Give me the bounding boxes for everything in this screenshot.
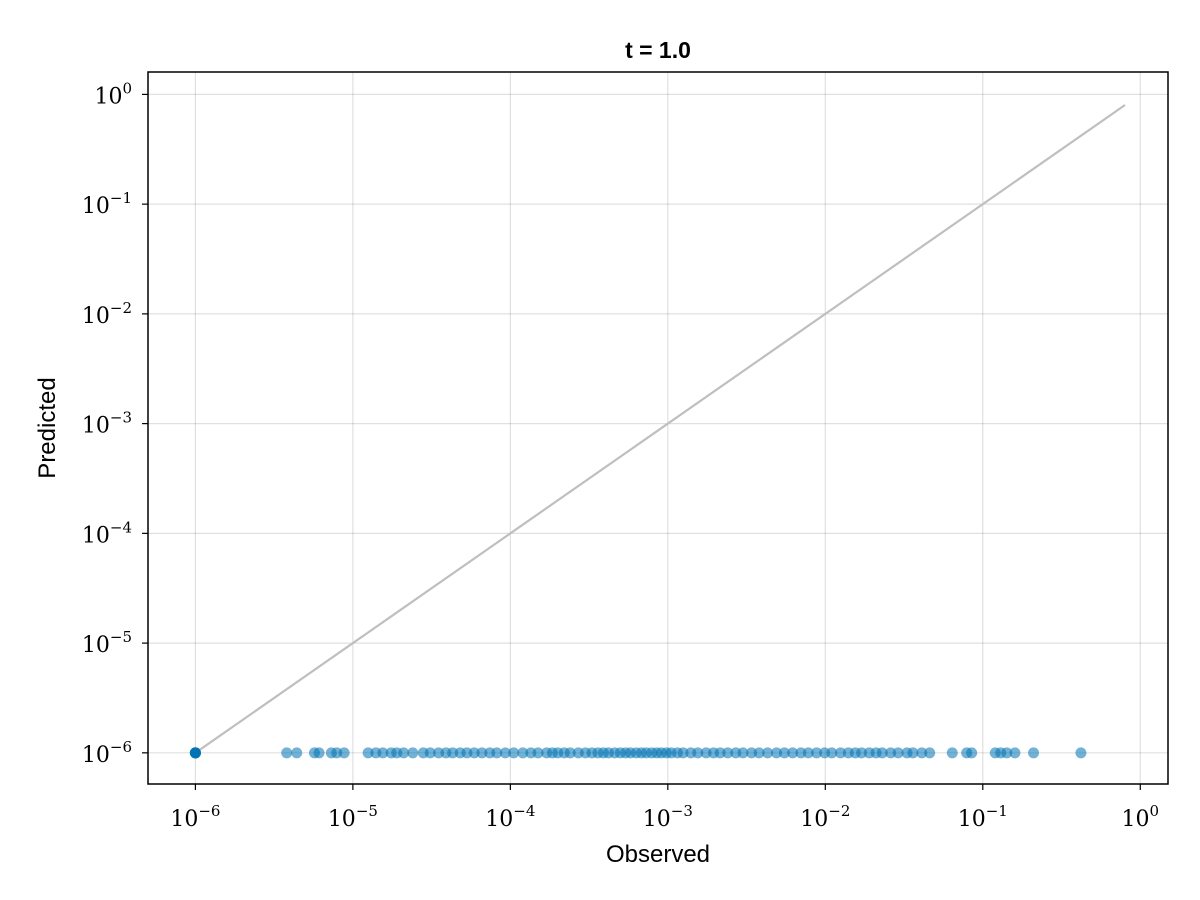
data-point — [189, 747, 201, 759]
data-point — [778, 747, 790, 759]
data-point — [281, 747, 293, 759]
data-point — [424, 747, 436, 759]
x-tick-label: 10−5 — [328, 802, 378, 832]
data-point — [677, 747, 689, 759]
data-point — [856, 747, 868, 759]
data-point — [876, 747, 888, 759]
grid-lines — [148, 72, 1168, 784]
data-point — [499, 747, 511, 759]
x-tick-label: 10−6 — [170, 802, 220, 832]
data-point — [313, 747, 325, 759]
reference-line-group — [194, 104, 1126, 754]
data-point — [447, 747, 459, 759]
data-point — [714, 747, 726, 759]
data-point — [692, 747, 704, 759]
data-point — [916, 747, 928, 759]
data-point — [722, 747, 734, 759]
data-point — [746, 747, 758, 759]
data-point — [946, 747, 958, 759]
data-point — [491, 747, 503, 759]
x-tick-label: 10−1 — [958, 802, 1008, 832]
y-tick-label: 10−5 — [82, 628, 132, 658]
data-point — [787, 747, 799, 759]
data-point — [802, 747, 814, 759]
data-point — [924, 747, 936, 759]
data-point — [517, 747, 529, 759]
x-axis-ticks: 10−6 10−5 10−4 10−3 10−2 10−1 100 — [170, 784, 1159, 832]
data-point — [1001, 747, 1013, 759]
x-axis-label: Observed — [606, 841, 710, 868]
chart-title: t = 1.0 — [625, 37, 691, 63]
data-point — [338, 747, 350, 759]
data-point — [476, 747, 488, 759]
y-tick-label: 10−6 — [82, 738, 132, 768]
y-tick-label: 10−4 — [82, 518, 132, 548]
x-tick-label: 10−3 — [643, 802, 693, 832]
data-point — [291, 747, 303, 759]
data-point — [771, 747, 783, 759]
x-tick-label: 10−4 — [485, 802, 535, 832]
data-point — [1075, 747, 1087, 759]
data-point — [907, 747, 919, 759]
y-tick-label: 100 — [94, 79, 132, 109]
data-point — [826, 747, 838, 759]
data-point — [1009, 747, 1021, 759]
data-point — [508, 747, 520, 759]
data-point — [762, 747, 774, 759]
data-point — [398, 747, 410, 759]
data-point — [407, 747, 419, 759]
plot-frame — [147, 71, 1169, 785]
data-point — [892, 747, 904, 759]
y-tick-label: 10−1 — [82, 189, 132, 219]
identity-line — [194, 104, 1126, 754]
data-point — [753, 747, 765, 759]
y-tick-label: 10−2 — [82, 299, 132, 329]
data-point — [532, 747, 544, 759]
data-point — [362, 747, 374, 759]
x-tick-label: 100 — [1121, 802, 1159, 832]
data-points — [189, 747, 1087, 759]
data-point — [468, 747, 480, 759]
data-point — [564, 747, 576, 759]
y-tick-label: 10−3 — [82, 409, 132, 439]
data-point — [811, 747, 823, 759]
y-axis-label: Predicted — [34, 377, 61, 478]
data-point — [1028, 747, 1040, 759]
data-point — [835, 747, 847, 759]
data-point — [737, 747, 749, 759]
x-tick-label: 10−2 — [800, 802, 850, 832]
data-point — [966, 747, 978, 759]
data-point — [377, 747, 389, 759]
y-axis-ticks: 100 10−1 10−2 10−3 10−4 10−5 10−6 — [82, 79, 148, 768]
